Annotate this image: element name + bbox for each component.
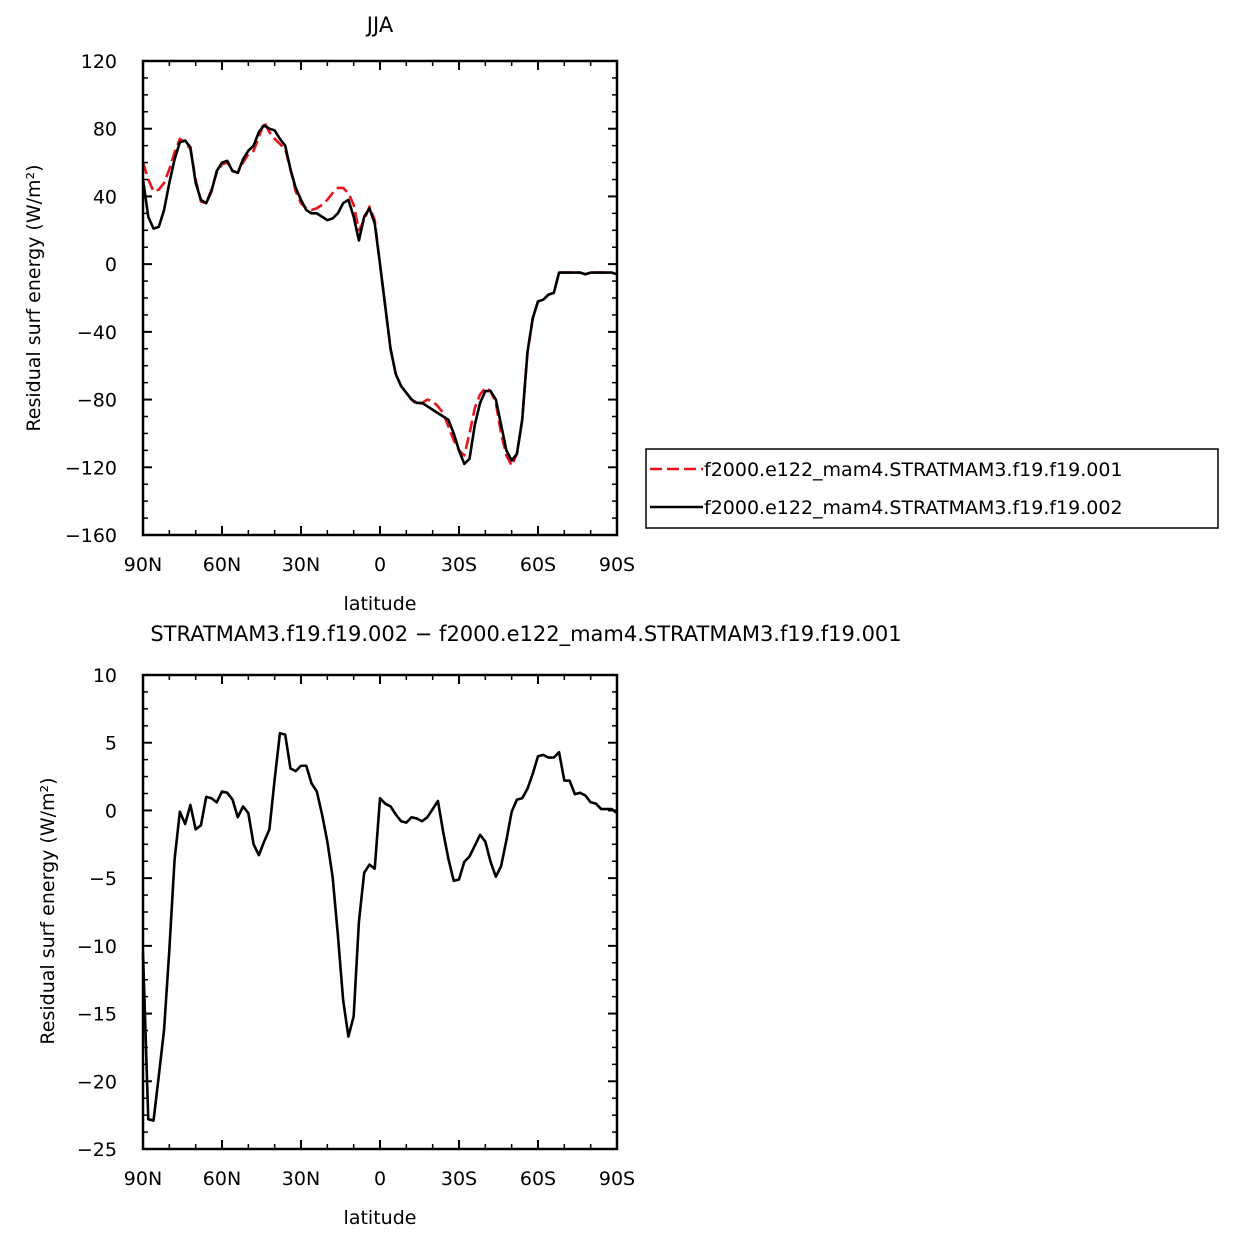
chart-top-y-tick-labels: 120 80 40 0 −40 −80 −120 −160 [65,51,117,547]
x-tick-label: 30S [441,1168,477,1190]
y-tick-label: −15 [77,1004,117,1026]
y-tick-label: 80 [93,119,117,141]
chart-bottom-title: STRATMAM3.f19.f19.002 − f2000.e122_mam4.… [150,622,901,647]
chart-bottom-panel: STRATMAM3.f19.f19.002 − f2000.e122_mam4.… [37,622,902,1229]
chart-top-legend: f2000.e122_mam4.STRATMAM3.f19.f19.001 f2… [645,448,1219,529]
x-tick-label: 60S [520,1168,556,1190]
y-tick-label: −5 [89,868,117,890]
y-tick-label: −10 [77,936,117,958]
chart-top-panel: JJA 90N 60N 30N 0 30S 60S 90S 120 80 40 0 −40 −80 −1… [23,13,1219,615]
y-tick-label: −20 [77,1071,117,1093]
y-tick-label: −160 [65,525,117,547]
x-tick-label: 0 [374,1168,386,1190]
legend-frame [645,448,1219,529]
x-tick-label: 90S [599,1168,635,1190]
chart-top-x-tick-labels: 90N 60N 30N 0 30S 60S 90S [124,554,635,576]
x-tick-label: 30S [441,554,477,576]
legend-label-series-002: f2000.e122_mam4.STRATMAM3.f19.f19.002 [704,497,1123,519]
chart-bottom-plot-frame [141,673,619,1151]
chart-bottom-y-tick-labels: 10 5 0 −5 −10 −15 −20 −25 [77,665,117,1161]
x-tick-label: 60S [520,554,556,576]
chart-top-y-axis-label: Residual surf energy (W/m²) [23,164,45,431]
chart-top-series-group [141,120,618,467]
x-tick-label: 90N [124,554,162,576]
y-tick-label: −80 [77,390,117,412]
y-tick-label: 10 [93,665,117,687]
x-tick-label: 60N [203,1168,241,1190]
chart-top-title: JJA [365,13,394,37]
y-tick-label: 0 [105,254,117,276]
x-tick-label: 90S [599,554,635,576]
x-tick-label: 30N [282,554,320,576]
y-tick-label: 40 [93,186,117,208]
y-tick-label: 0 [105,800,117,822]
y-tick-label: −25 [77,1139,117,1161]
y-tick-label: −120 [65,457,117,479]
chart-bottom-series-group [141,731,618,1122]
chart-bottom-x-tick-labels: 90N 60N 30N 0 30S 60S 90S [124,1168,635,1190]
x-tick-label: 0 [374,554,386,576]
chart-bottom-ticks [142,674,618,1150]
chart-bottom-x-axis-label: latitude [344,1207,417,1229]
legend-label-series-001: f2000.e122_mam4.STRATMAM3.f19.f19.001 [704,459,1123,481]
chart-top-series-line-0 [141,120,618,467]
chart-top-series-line-1 [141,124,618,466]
chart-bottom-y-axis-label: Residual surf energy (W/m²) [37,777,59,1044]
y-tick-label: 5 [105,733,117,755]
chart-top-x-axis-label: latitude [344,593,417,615]
y-tick-label: −40 [77,322,117,344]
x-tick-label: 90N [124,1168,162,1190]
chart-bottom-series-line-0 [141,731,618,1122]
x-tick-label: 30N [282,1168,320,1190]
y-tick-label: 120 [81,51,117,73]
chart-top-ticks [142,60,618,536]
x-tick-label: 60N [203,554,241,576]
